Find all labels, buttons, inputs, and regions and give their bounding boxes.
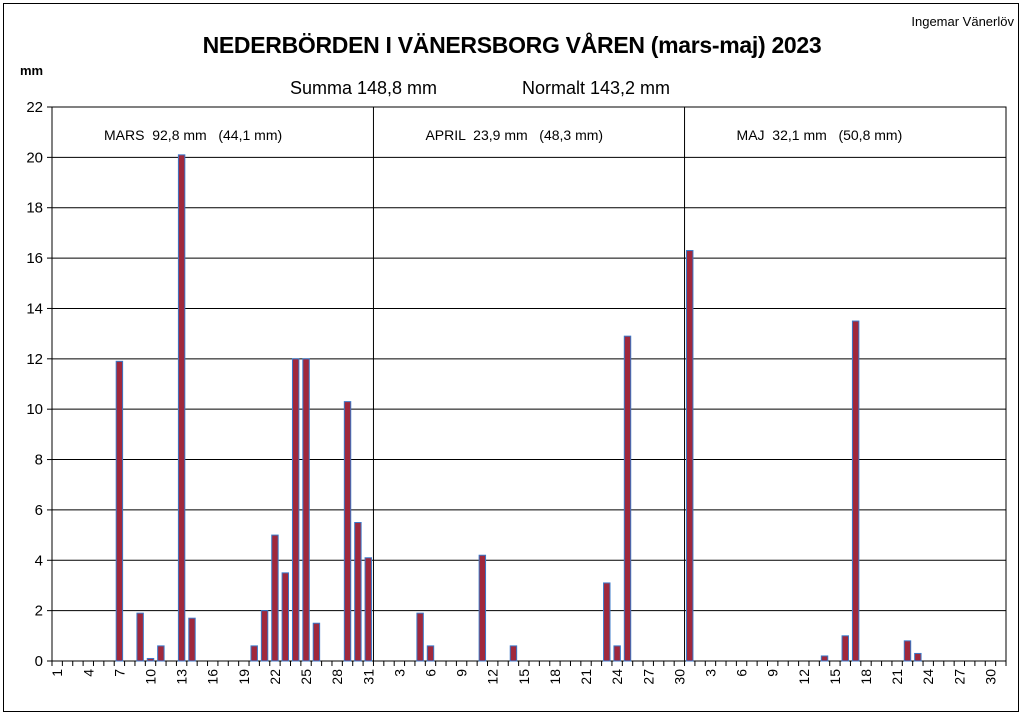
y-tick-label: 14 [26, 300, 43, 317]
x-tick-label: 15 [516, 669, 532, 685]
x-tick-label: 22 [267, 669, 283, 685]
x-tick-label: 27 [951, 669, 967, 685]
y-tick-label: 22 [26, 99, 43, 116]
bar-april-day-25 [623, 335, 632, 662]
x-tick-label: 30 [982, 669, 998, 685]
bar-mars-day-26 [312, 622, 321, 662]
x-tick-label: 12 [796, 669, 812, 685]
x-tick-label: 31 [360, 669, 376, 685]
bar-mars-day-30 [354, 522, 362, 662]
y-axis-unit-label: mm [20, 63, 44, 78]
x-tick-label: 18 [547, 669, 563, 685]
x-tick-label: 6 [422, 669, 438, 677]
bar-mars-day-10 [146, 657, 155, 662]
bar-maj-day-17 [851, 320, 860, 662]
y-tick-label: 16 [26, 250, 43, 267]
y-tick-label: 8 [35, 452, 43, 469]
y-tick-label: 2 [35, 603, 43, 620]
bar-maj-day-16 [841, 635, 849, 662]
bar-maj-day-1 [686, 250, 694, 662]
x-tick-label: 1 [49, 669, 65, 677]
x-tick-label: 4 [80, 669, 96, 677]
x-tick-label: 27 [640, 669, 656, 685]
bar-mars-day-11 [157, 645, 165, 662]
x-tick-label: 25 [298, 669, 314, 685]
bar-april-day-14 [509, 645, 518, 662]
bar-mars-day-14 [188, 617, 196, 662]
bar-mars-day-31 [364, 557, 372, 662]
x-tick-label: 13 [174, 669, 190, 685]
x-tick-label: 9 [454, 669, 470, 677]
x-tick-label: 24 [920, 669, 936, 685]
y-tick-label: 20 [26, 149, 43, 166]
x-tick-label: 28 [329, 669, 345, 685]
x-tick-label: 21 [889, 669, 905, 685]
x-tick-label: 3 [702, 669, 718, 677]
y-tick-label: 0 [35, 653, 43, 670]
bar-mars-day-13 [177, 154, 186, 662]
bar-maj-day-23 [914, 652, 922, 662]
month-labels: MARS 92,8 mm (44,1 mm) APRIL 23,9 mm (48,… [104, 127, 902, 143]
x-tick-label: 24 [609, 669, 625, 685]
bar-april-day-24 [613, 645, 621, 662]
chart-title: NEDERBÖRDEN I VÄNERSBORG VÅREN (mars-maj… [202, 32, 822, 58]
bar-april-day-23 [603, 582, 611, 662]
bar-april-day-5 [416, 612, 424, 662]
bar-april-day-6 [426, 645, 435, 662]
bar-mars-day-24 [291, 358, 300, 662]
month-dividers [372, 107, 686, 661]
plot-area [51, 106, 1007, 662]
bar-mars-day-22 [271, 534, 279, 662]
bar-april-day-11 [478, 554, 487, 662]
y-tick-label: 18 [26, 200, 43, 217]
author-credit: Ingemar Vänerlöv [911, 14, 1014, 29]
x-tick-label: 21 [578, 669, 594, 685]
bar-mars-day-7 [115, 360, 124, 662]
month-summary-label: APRIL 23,9 mm (48,3 mm) [425, 127, 603, 143]
chart-frame [3, 3, 1019, 712]
x-tick-label: 30 [671, 669, 687, 685]
x-axis-ticks: 1 4 7 10 13 16 19 22 25 28 31 3 6 9 12 15 18 21 24 27 30 3 6 9 1… [49, 661, 1007, 685]
bar-mars-day-9 [136, 612, 144, 662]
season-normal-text: Normalt 143,2 mm [522, 78, 671, 98]
bar-mars-day-23 [281, 572, 290, 662]
x-tick-label: 9 [765, 669, 781, 677]
bars [115, 154, 922, 662]
x-tick-label: 3 [391, 669, 407, 677]
y-tick-label: 12 [26, 351, 43, 368]
month-summary-label: MAJ 32,1 mm (50,8 mm) [737, 127, 903, 143]
bar-maj-day-22 [903, 640, 912, 662]
x-tick-label: 18 [858, 669, 874, 685]
gridlines [52, 156, 1006, 612]
bar-mars-day-25 [302, 358, 310, 662]
x-tick-label: 10 [143, 669, 159, 685]
bar-maj-day-14 [820, 655, 829, 662]
month-summary-label: MARS 92,8 mm (44,1 mm) [104, 127, 282, 143]
x-tick-label: 12 [485, 669, 501, 685]
bar-mars-day-20 [250, 645, 258, 662]
x-tick-label: 7 [111, 669, 127, 677]
bar-mars-day-29 [343, 401, 352, 662]
x-tick-label: 19 [236, 669, 252, 685]
y-tick-label: 10 [26, 401, 43, 418]
x-tick-label: 15 [827, 669, 843, 685]
bar-mars-day-21 [260, 610, 269, 662]
y-axis-ticks: 0 2 4 6 8 10 12 14 16 18 20 22 [26, 99, 52, 670]
season-sum-text: Summa 148,8 mm [290, 78, 438, 98]
x-tick-label: 6 [734, 669, 750, 677]
y-tick-label: 6 [35, 502, 43, 519]
y-tick-label: 4 [35, 552, 43, 569]
x-tick-label: 16 [205, 669, 221, 685]
